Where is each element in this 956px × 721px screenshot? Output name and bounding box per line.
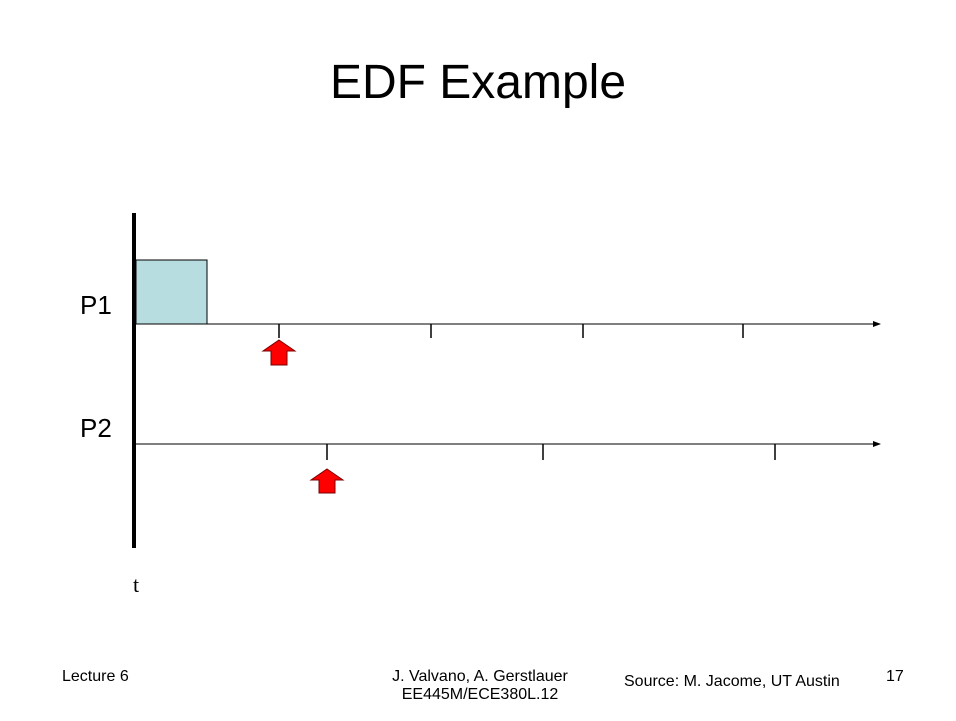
page-number: 17	[886, 668, 904, 685]
footer-lecture: Lecture 6	[62, 668, 129, 685]
slide-title: EDF Example	[329, 56, 627, 109]
footer-authors-line1: J. Valvano, A. Gerstlauer	[392, 668, 568, 685]
p2-label: P2	[80, 413, 112, 443]
footer-source: Source: M. Jacome, UT Austin	[624, 673, 840, 690]
p1-execution-block	[135, 259, 208, 325]
p2-arrival-arrow	[309, 468, 345, 494]
time-axis-label: t	[133, 572, 140, 597]
footer-authors: J. Valvano, A. Gerstlauer EE445M/ECE380L…	[370, 668, 590, 704]
p1-arrival-arrow	[261, 339, 297, 366]
p1-label: P1	[80, 290, 112, 320]
footer-course: EE445M/ECE380L.12	[401, 686, 559, 703]
